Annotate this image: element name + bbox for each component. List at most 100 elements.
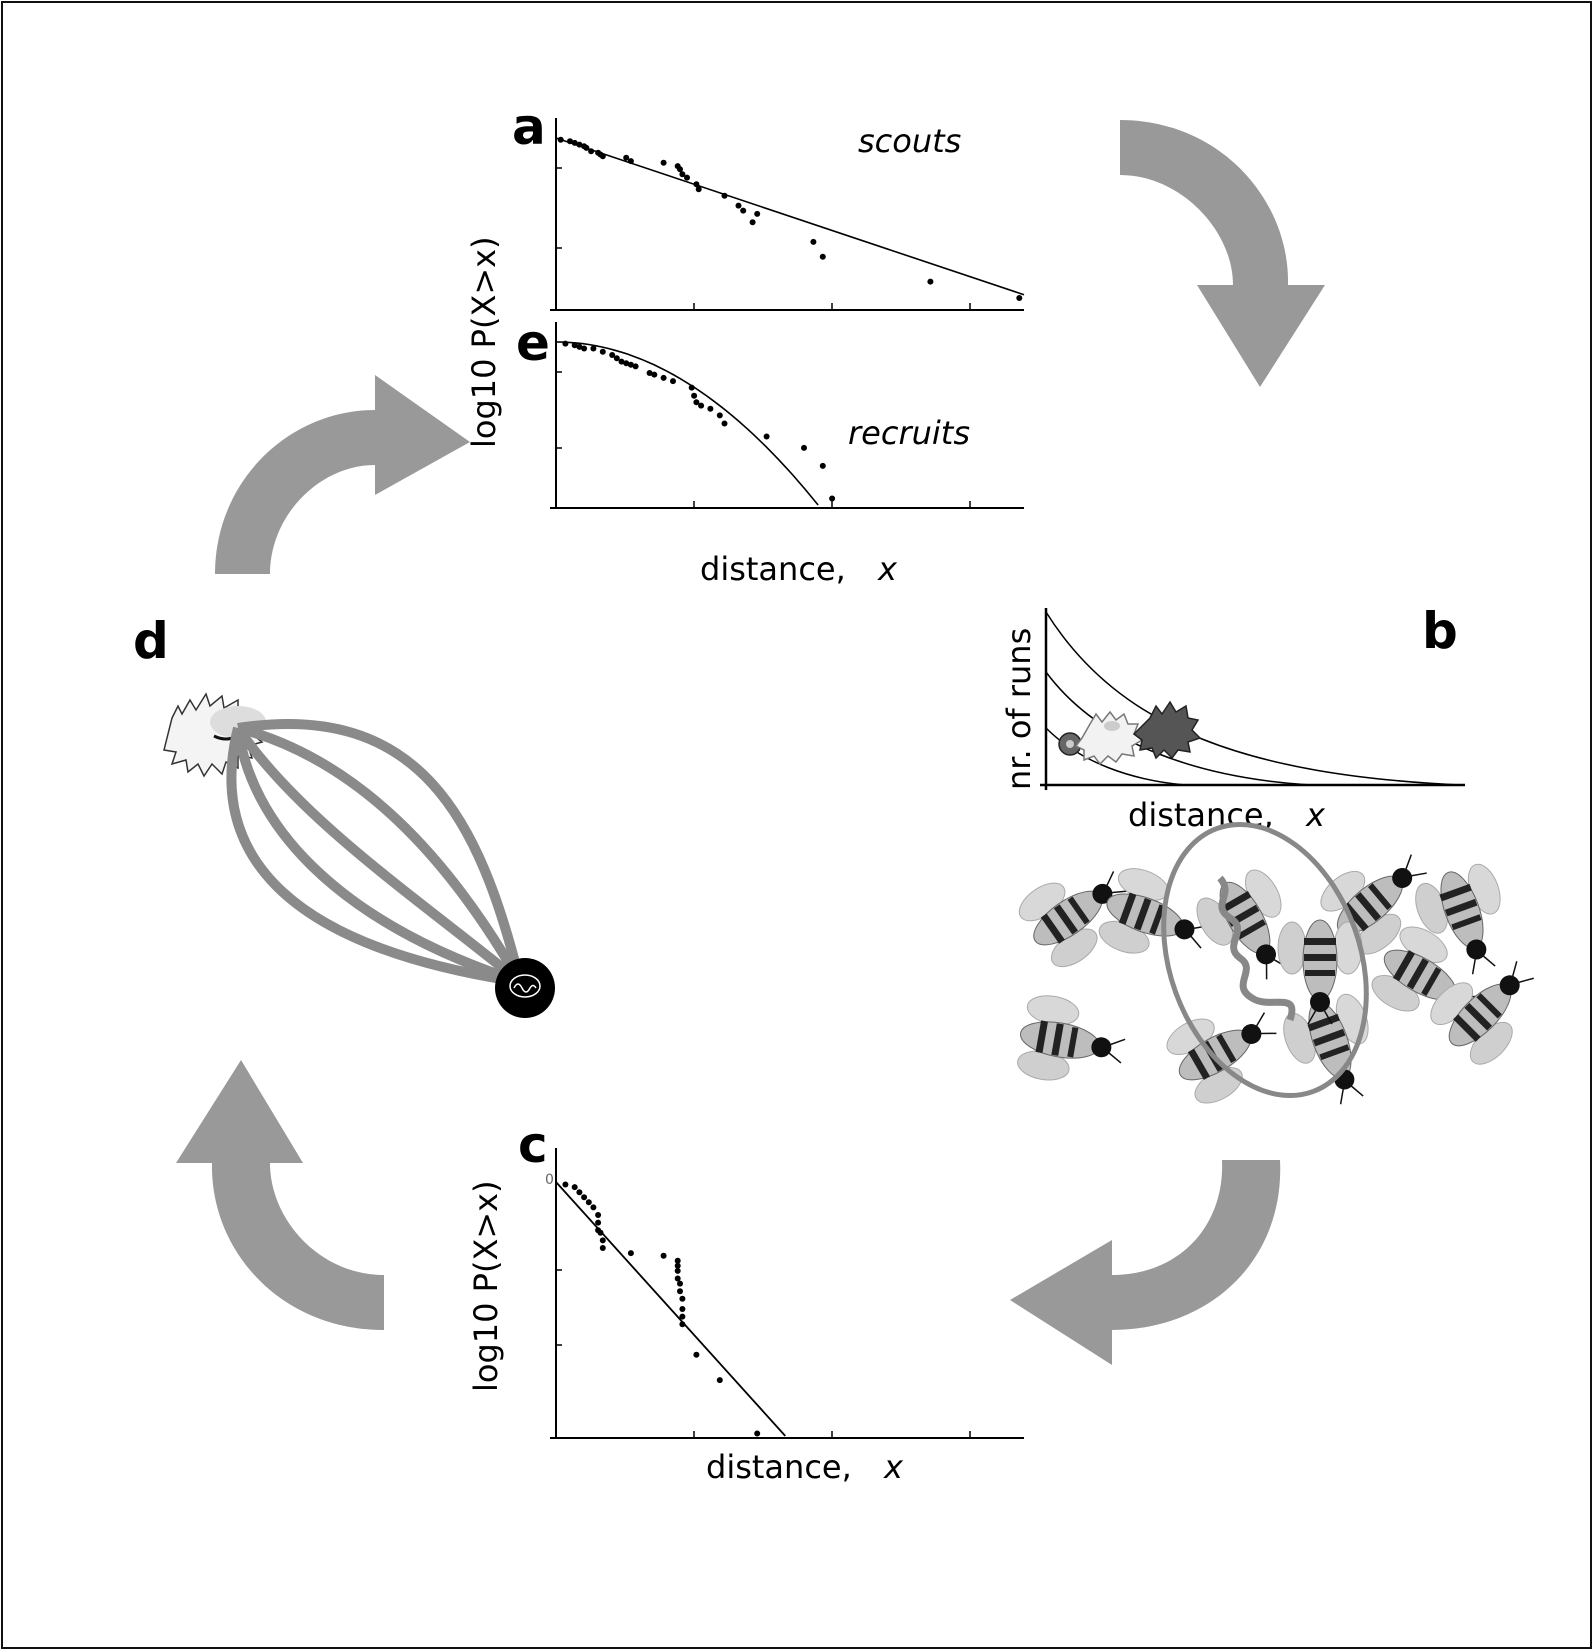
- panel-e-data-point: [590, 345, 597, 352]
- panel-b-curve-low: [1045, 727, 1186, 786]
- flower-large-icon: [1132, 700, 1202, 760]
- bees-group: [1017, 854, 1534, 1105]
- panel-a-data-point: [749, 219, 756, 226]
- panel-a-data-point: [583, 144, 590, 151]
- panel-c-data-point: [754, 1430, 761, 1437]
- panel-c-data-point: [674, 1262, 681, 1269]
- panel-c-data-point: [571, 1184, 578, 1191]
- panel-a-data-point: [927, 278, 934, 285]
- panel-c-data-point: [576, 1189, 583, 1196]
- panel-a-data-point: [695, 186, 702, 193]
- dance-loop: [1161, 821, 1369, 1099]
- bee-icon: [1277, 919, 1363, 1025]
- panel-e-data-point: [819, 462, 826, 469]
- panel-d: d: [133, 612, 555, 1018]
- panel-c-data-point: [595, 1212, 602, 1218]
- panel-a-points: [557, 136, 1023, 301]
- panel-a-data-point: [588, 148, 595, 155]
- panel-a-data-point: [599, 153, 606, 160]
- panel-a-data-point: [810, 238, 817, 245]
- panel-c-xlabel-word: distance,: [706, 1448, 852, 1486]
- panel-e-data-point: [646, 370, 653, 376]
- panel-e: e recruits distance, x: [516, 314, 1024, 588]
- panel-e-data-point: [609, 352, 616, 358]
- panel-e-data-point: [632, 363, 639, 370]
- panel-e-data-point: [707, 405, 714, 412]
- panel-c-points: [562, 1181, 761, 1437]
- panel-a-series-label: scouts: [858, 122, 961, 160]
- panel-e-data-point: [693, 399, 700, 406]
- panel-e-data-point: [613, 355, 620, 362]
- bee-icon: [1018, 871, 1128, 968]
- panel-a-data-point: [677, 166, 683, 173]
- panel-b: b nr. of runs distance, x: [1000, 602, 1465, 834]
- panel-e-letter: e: [516, 314, 550, 372]
- panel-e-data-point: [660, 374, 667, 381]
- panel-a-letter: a: [512, 98, 546, 156]
- hive-icon: [495, 958, 555, 1018]
- panel-c-data-point: [562, 1181, 569, 1188]
- panel-a-data-point: [754, 210, 761, 217]
- arrow-d-to-a: [215, 375, 470, 574]
- panel-e-data-point: [618, 358, 625, 365]
- panel-e-data-point: [763, 433, 770, 440]
- panel-ae-ylabel: log10 P(X>x): [465, 236, 503, 448]
- panel-e-data-point: [581, 345, 588, 352]
- panel-c-data-point: [590, 1204, 597, 1211]
- panel-e-data-point: [691, 392, 698, 399]
- panel-e-series-label: recruits: [848, 414, 970, 452]
- panel-e-data-point: [829, 495, 836, 502]
- panel-a-data-point: [1016, 295, 1023, 301]
- panel-d-letter: d: [133, 612, 169, 670]
- panel-c-data-point: [674, 1267, 681, 1274]
- panel-c-data-point: [679, 1313, 686, 1320]
- panel-a-data-point: [660, 159, 667, 166]
- arrow-c-to-d: [176, 1060, 384, 1330]
- panel-e-data-point: [698, 402, 705, 409]
- panel-c-data-point: [581, 1194, 588, 1201]
- panel-b-xlabel-var: x: [1305, 796, 1326, 834]
- bee-icon: [1415, 863, 1501, 975]
- panel-e-data-point: [623, 360, 630, 367]
- panel-ae-xlabel-word: distance,: [700, 550, 846, 588]
- panel-a-ticks: [556, 167, 971, 310]
- panel-c-y-tick-zero: 0: [545, 1172, 554, 1188]
- panel-c-fit-line: [555, 1181, 786, 1437]
- panel-a-data-point: [576, 141, 583, 148]
- panel-c-data-point: [599, 1237, 606, 1244]
- panel-e-data-point: [627, 361, 634, 368]
- panel-ae-xlabel-var: x: [877, 550, 898, 588]
- panel-e-data-point: [801, 444, 807, 451]
- panel-a-data-point: [571, 139, 578, 146]
- panel-e-data-point: [571, 342, 578, 349]
- panel-c: c 0 log10 P(X>x) distance, x: [467, 1116, 1024, 1486]
- panel-e-data-point: [670, 378, 676, 385]
- panel-a-data-point: [567, 138, 573, 145]
- panel-c-data-point: [597, 1229, 604, 1236]
- bee-icon: [1430, 961, 1534, 1065]
- foraging-trails: [226, 718, 525, 987]
- panel-a-data-point: [684, 174, 690, 181]
- panel-c-data-point: [677, 1288, 683, 1295]
- panel-a-data-point: [557, 136, 564, 143]
- arrow-b-to-c: [1010, 1160, 1281, 1365]
- panel-a-data-point: [693, 181, 700, 188]
- cycle-arrows: [176, 120, 1325, 1365]
- panel-e-data-point: [651, 371, 658, 378]
- panel-c-data-point: [595, 1219, 602, 1226]
- panel-a-data-point: [679, 171, 686, 178]
- panel-e-data-point: [716, 412, 723, 419]
- panel-b-curve-high: [1045, 611, 1461, 786]
- panel-a-data-point: [623, 154, 630, 161]
- panel-c-data-point: [677, 1280, 683, 1287]
- panel-e-data-point: [576, 343, 583, 350]
- panel-e-data-point: [721, 420, 728, 427]
- panel-c-ylabel: log10 P(X>x): [467, 1180, 505, 1392]
- panel-c-data-point: [627, 1250, 634, 1257]
- bee-dance-illustration: [1017, 821, 1534, 1105]
- panel-c-data-point: [599, 1245, 606, 1251]
- panel-a: a scouts: [512, 98, 1025, 311]
- panel-c-data-point: [660, 1252, 667, 1259]
